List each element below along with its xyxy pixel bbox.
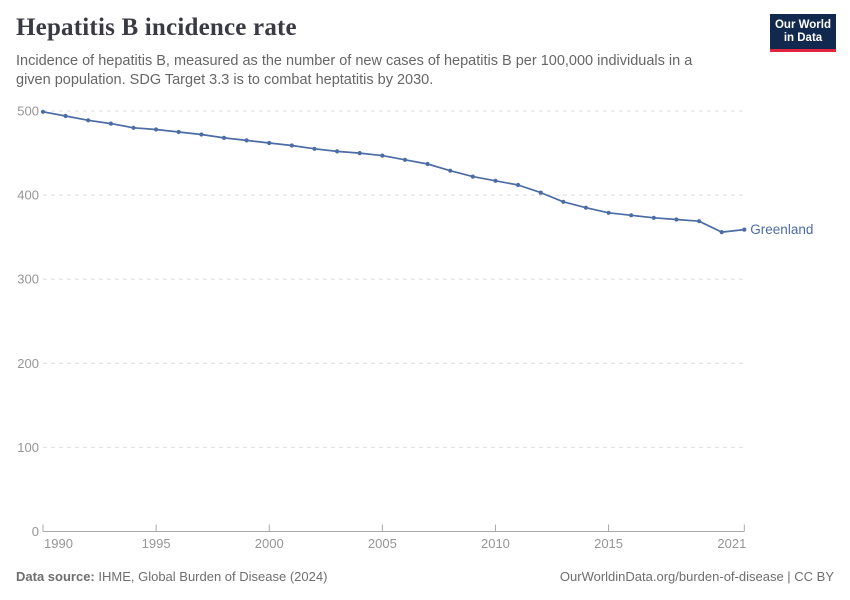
data-point-marker[interactable] [176, 129, 181, 135]
data-point-marker[interactable] [742, 227, 747, 232]
data-point-marker[interactable] [697, 219, 702, 224]
data-point-marker[interactable] [516, 182, 521, 188]
data-point-marker[interactable] [606, 210, 611, 215]
y-axis-tick-label: 500 [17, 104, 39, 119]
data-source-label: Data source: [16, 569, 95, 584]
data-point-marker[interactable] [448, 168, 453, 173]
data-point-marker[interactable] [629, 213, 634, 218]
y-axis-tick-label: 100 [17, 440, 39, 455]
data-point-marker[interactable] [561, 199, 566, 204]
data-source-text: IHME, Global Burden of Disease (2024) [94, 569, 328, 584]
data-source-note: Data source: IHME, Global Burden of Dise… [16, 568, 327, 585]
data-point-marker[interactable] [312, 146, 317, 151]
data-point-marker[interactable] [244, 138, 249, 143]
data-point-marker[interactable] [425, 161, 430, 167]
page-title: Hepatitis B incidence rate [16, 14, 297, 41]
chart-subtitle: Incidence of hepatitis B, measured as th… [16, 52, 693, 88]
data-point-marker[interactable] [402, 157, 408, 162]
data-point-marker[interactable] [470, 174, 475, 179]
x-axis-tick-label: 1995 [142, 536, 171, 551]
data-point-marker[interactable] [199, 132, 204, 137]
data-point-marker[interactable] [493, 178, 498, 183]
owid-logo-line2: in Data [783, 32, 823, 44]
chart-footer: Data source: IHME, Global Burden of Dise… [16, 568, 834, 585]
data-point-marker[interactable] [108, 121, 113, 126]
data-point-marker[interactable] [267, 140, 272, 146]
data-point-marker[interactable] [380, 153, 385, 158]
x-axis-tick-label: 2015 [594, 536, 623, 551]
data-point-marker[interactable] [221, 135, 227, 140]
data-point-marker[interactable] [335, 149, 340, 154]
data-point-marker[interactable] [538, 190, 543, 195]
x-axis-tick-label: 2021 [717, 536, 746, 551]
data-point-marker[interactable] [289, 143, 294, 148]
data-point-marker[interactable] [63, 113, 68, 119]
data-point-marker[interactable] [583, 205, 589, 210]
data-point-marker[interactable] [651, 215, 656, 220]
x-axis-tick-label: 2005 [368, 536, 397, 551]
data-point-marker[interactable] [719, 230, 724, 235]
data-point-marker[interactable] [154, 127, 159, 132]
x-axis-tick-label: 1990 [44, 536, 73, 551]
series-line[interactable] [42, 110, 746, 233]
data-point-marker[interactable] [86, 118, 91, 123]
data-point-marker[interactable] [131, 125, 136, 130]
owid-logo-line1: Our World [774, 19, 831, 31]
data-point-marker[interactable] [357, 151, 362, 156]
y-axis-tick-label: 200 [17, 356, 39, 371]
chart-header: Hepatitis B incidence rate Incidence of … [16, 14, 756, 90]
x-axis-tick-label: 2010 [481, 536, 510, 551]
x-axis-tick-label: 2000 [255, 536, 284, 551]
data-point-marker[interactable] [40, 109, 46, 114]
data-point-marker[interactable] [674, 217, 679, 222]
y-axis-tick-label: 300 [17, 272, 39, 287]
owid-logo[interactable]: Our World in Data [770, 14, 836, 52]
y-axis-tick-label: 0 [32, 524, 39, 539]
y-axis-tick-label: 400 [17, 188, 39, 203]
entity-label[interactable]: Greenland [750, 222, 813, 237]
owid-url-license[interactable]: OurWorldinData.org/burden-of-disease | C… [559, 569, 834, 584]
